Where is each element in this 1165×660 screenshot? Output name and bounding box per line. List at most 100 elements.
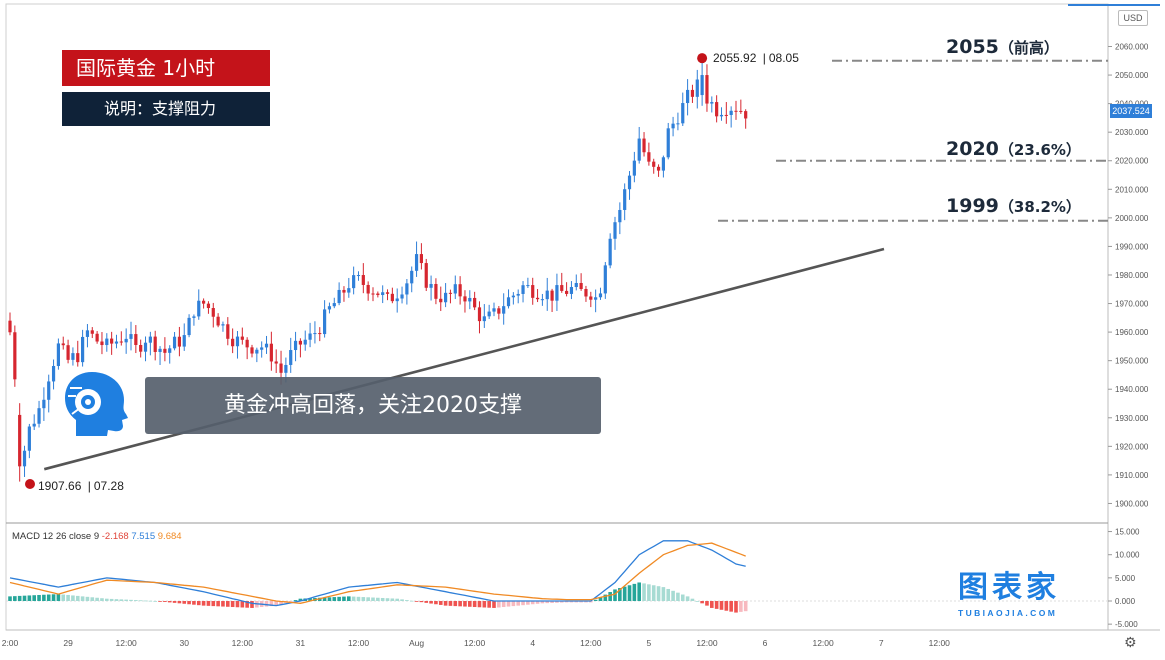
macd-histogram-bar	[288, 601, 293, 602]
macd-histogram-bar	[409, 600, 414, 602]
macd-histogram-bar	[666, 588, 671, 601]
macd-histogram-bar	[148, 600, 153, 602]
candle-body	[671, 123, 675, 129]
macd-histogram-bar	[511, 601, 516, 607]
macd-histogram-bar	[598, 597, 603, 601]
candle-body	[676, 123, 680, 125]
candle-body	[686, 89, 690, 104]
candle-body	[168, 348, 172, 353]
macd-histogram-bar	[676, 592, 680, 601]
high-point-label: 2055.92 | 08.05	[713, 51, 799, 65]
macd-histogram-bar	[743, 601, 748, 612]
macd-histogram-bar	[618, 588, 622, 601]
macd-histogram-bar	[61, 594, 66, 601]
candle-body	[347, 288, 351, 293]
macd-histogram-bar	[100, 598, 104, 601]
macd-histogram-bar	[153, 601, 157, 602]
candle-body	[182, 335, 186, 347]
macd-histogram-bar	[90, 597, 95, 601]
price-tick-label: 2020.000	[1115, 157, 1149, 166]
macd-histogram-bar	[134, 600, 138, 601]
macd-histogram-bar	[497, 601, 501, 608]
candle-body	[153, 336, 157, 352]
candle-body	[245, 339, 249, 348]
candle-body	[352, 275, 356, 289]
candle-body	[729, 110, 733, 115]
macd-histogram-bar	[540, 601, 545, 604]
macd-histogram-bar	[579, 601, 583, 603]
candle-body	[192, 316, 196, 318]
macd-histogram-bar	[714, 601, 719, 609]
candle-body	[255, 349, 259, 354]
candle-body	[666, 128, 670, 158]
macd-histogram-bar	[559, 601, 564, 603]
macd-histogram-bar	[211, 601, 216, 607]
candle-body	[690, 89, 695, 97]
candle-body	[105, 338, 109, 346]
candle-body	[47, 381, 51, 400]
macd-histogram-bar	[390, 598, 395, 601]
candle-body	[414, 254, 419, 271]
macd-hist-value: -2.168	[101, 531, 129, 542]
macd-histogram-bar	[400, 599, 404, 601]
macd-histogram-bar	[143, 600, 148, 602]
candle-body	[216, 316, 220, 326]
price-tick-label: 1910.000	[1115, 471, 1149, 480]
macd-line	[9, 540, 746, 607]
time-tick-label: 6	[763, 638, 768, 648]
candle-body	[623, 189, 627, 210]
macd-histogram-bar	[637, 582, 641, 601]
time-tick-label: 31	[296, 638, 306, 648]
macd-histogram-bar	[351, 596, 356, 601]
gear-icon[interactable]: ⚙	[1124, 634, 1137, 650]
candle-body	[608, 238, 612, 266]
price-tick-label: 1970.000	[1115, 300, 1149, 309]
macd-histogram-bar	[419, 601, 424, 603]
macd-histogram-bar	[680, 594, 685, 601]
candle-body	[724, 114, 728, 116]
candle-body	[95, 333, 99, 342]
macd-histogram-bar	[438, 601, 443, 605]
candle-body	[308, 333, 312, 340]
candle-body	[637, 138, 641, 161]
candle-body	[143, 342, 148, 352]
level-label-2020: 2020（23.6%）	[946, 138, 1081, 160]
macd-histogram-bar	[463, 601, 467, 607]
candle-body	[32, 423, 36, 427]
low-value: 1907.66	[38, 479, 82, 493]
candle-body	[473, 297, 477, 308]
macd-histogram-bar	[342, 596, 346, 601]
macd-tick-label: 0.000	[1115, 597, 1136, 606]
candle-body	[613, 222, 617, 239]
candle-body	[710, 102, 714, 104]
candle-body	[298, 340, 302, 345]
candle-body	[211, 308, 215, 317]
candle-body	[303, 339, 307, 345]
price-tick-label: 1930.000	[1115, 414, 1149, 423]
high-time: 08.05	[768, 51, 799, 65]
macd-histogram-bar	[27, 595, 32, 601]
macd-histogram-bar	[550, 601, 554, 603]
candle-body	[463, 296, 467, 302]
candle-body	[264, 343, 269, 348]
macd-histogram-bar	[22, 595, 27, 601]
macd-histogram-bar	[177, 601, 182, 604]
currency-badge[interactable]: USD	[1118, 10, 1148, 26]
candle-body	[279, 363, 283, 373]
candle-body	[444, 292, 448, 303]
candle-body	[429, 283, 433, 288]
candle-body	[497, 308, 501, 314]
candle-body	[390, 293, 394, 302]
macd-histogram-bar	[85, 596, 90, 601]
time-tick-label: 12:00	[348, 638, 370, 648]
candle-body	[61, 343, 65, 346]
candle-body	[42, 399, 46, 409]
macd-histogram-bar	[138, 600, 143, 602]
candle-body	[434, 283, 438, 299]
time-tick-label: Aug	[409, 638, 424, 648]
candle-body	[468, 297, 472, 302]
candle-body	[332, 303, 336, 307]
candle-body	[560, 285, 564, 291]
candle-body	[158, 348, 162, 352]
macd-histogram-bar	[167, 601, 172, 603]
